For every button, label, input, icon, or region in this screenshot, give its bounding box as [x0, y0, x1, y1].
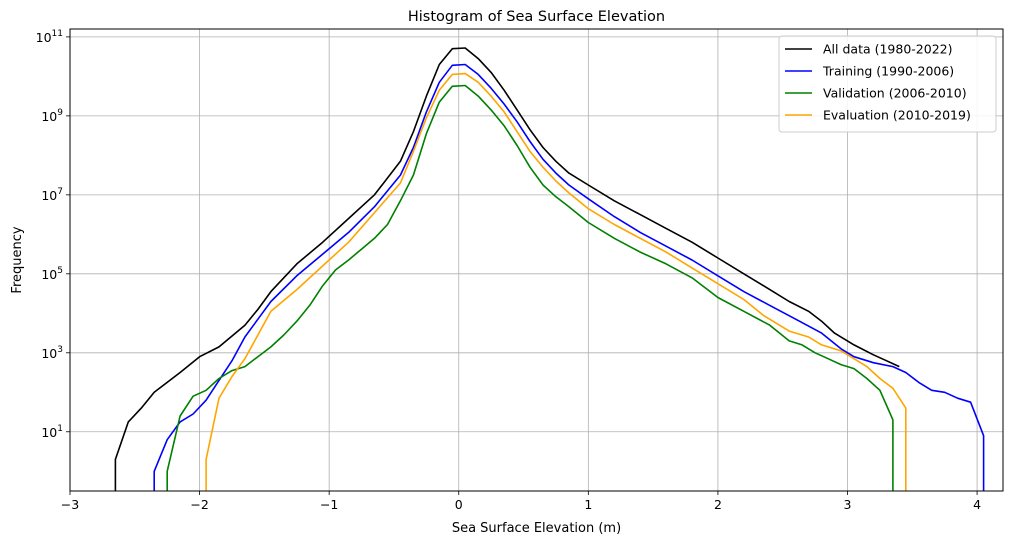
series-lines: [114, 47, 985, 491]
legend-entry: All data (1980-2022): [823, 42, 953, 57]
series-line-3: [205, 72, 907, 491]
x-tick-label: 1: [584, 497, 592, 512]
y-tick-label: 1011: [36, 29, 63, 45]
x-tick-label: 3: [844, 497, 852, 512]
y-axis-label: Frequency: [10, 226, 25, 293]
y-tick-base: 10: [41, 267, 57, 282]
y-tick-exponent: 7: [57, 187, 63, 197]
legend-entry: Training (1990-2006): [822, 64, 954, 79]
x-tick-label: 0: [455, 497, 463, 512]
y-tick-base: 10: [41, 346, 57, 361]
y-tick-exponent: 5: [57, 266, 63, 276]
legend: All data (1980-2022) Training (1990-2006)…: [778, 35, 997, 133]
y-tick-label: 103: [41, 345, 63, 361]
y-tick-base: 10: [41, 425, 57, 440]
plot-area-frame: [69, 28, 1004, 492]
x-tick-label: −1: [320, 497, 338, 512]
series-line-2: [166, 84, 894, 491]
x-tick-label: 4: [973, 497, 981, 512]
y-tick-label: 105: [41, 266, 63, 282]
y-tick-base: 10: [36, 30, 52, 45]
y-tick-label: 109: [41, 108, 63, 124]
y-tick-base: 10: [41, 188, 57, 203]
x-tick-label: −3: [61, 497, 79, 512]
y-tick-base: 10: [41, 109, 57, 124]
legend-box: [778, 35, 997, 133]
x-tick-label: −2: [190, 497, 208, 512]
series-line-0: [114, 47, 900, 491]
x-tick-label: 2: [714, 497, 722, 512]
y-tick-label: 101: [41, 424, 63, 440]
x-axis-label: Sea Surface Elevation (m): [452, 521, 621, 536]
x-axis-ticks: −3 −2 −1 0 1 2 3 4: [61, 491, 981, 512]
legend-entry: Validation (2006-2010): [823, 86, 967, 101]
series-line-1: [153, 63, 985, 491]
y-tick-label: 107: [41, 187, 63, 203]
y-tick-exponent: 3: [57, 345, 63, 355]
y-tick-exponent: 11: [52, 29, 63, 39]
legend-entry: Evaluation (2010-2019): [823, 108, 971, 123]
chart-title: Histogram of Sea Surface Elevation: [408, 9, 665, 25]
y-tick-exponent: 1: [57, 424, 63, 434]
y-tick-exponent: 9: [57, 108, 63, 118]
